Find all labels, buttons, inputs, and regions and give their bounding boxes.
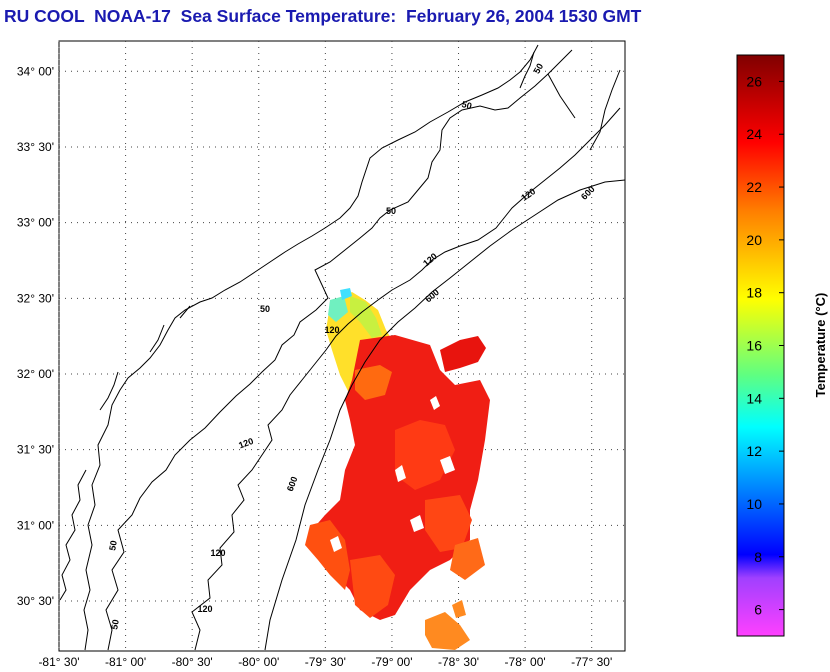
- colorbar-tick-label: 24: [746, 126, 762, 142]
- barrier-islands: [59, 51, 621, 601]
- colorbar-tick-label: 18: [746, 285, 762, 301]
- lat-tick-label: 33° 00': [17, 216, 54, 230]
- isobath-50: [105, 49, 576, 651]
- isobath-label: 50: [107, 540, 119, 552]
- lon-tick-label: -80° 30': [172, 655, 213, 669]
- lat-tick-label: 32° 00': [17, 367, 54, 381]
- lon-tick-label: -79° 30': [305, 655, 346, 669]
- colorbar-ticks: 6 8 10 12 14 16 18 20 22 24 26: [746, 73, 784, 618]
- colorbar-tick-label: 12: [746, 443, 762, 459]
- colorbar-tick-label: 26: [746, 73, 762, 89]
- lon-tick-label: -80° 00': [238, 655, 279, 669]
- lat-tick-label: 32° 30': [17, 291, 54, 305]
- lat-tick-label: 31° 00': [17, 518, 54, 532]
- isobath-120: [191, 107, 621, 651]
- sst-data-field: [305, 288, 490, 650]
- coastline: [83, 44, 539, 651]
- lon-tick-label: -78° 00': [505, 655, 546, 669]
- lon-tick-label: -81° 30': [38, 655, 79, 669]
- colorbar-tick-label: 10: [746, 496, 762, 512]
- lon-tick-label: -81° 00': [105, 655, 146, 669]
- isobath-label: 50: [260, 304, 270, 314]
- colorbar-tick-label: 20: [746, 232, 762, 248]
- lat-tick-label: 30° 30': [17, 594, 54, 608]
- isobath-label: 50: [109, 619, 121, 631]
- colorbar-tick-label: 14: [746, 390, 762, 406]
- isobath-label: 50: [532, 62, 546, 76]
- lat-tick-label: 31° 30': [17, 443, 54, 457]
- colorbar-tick-label: 6: [754, 602, 762, 618]
- colorbar: [736, 54, 785, 637]
- colorbar-tick-label: 16: [746, 338, 762, 354]
- lon-tick-label: -79° 00': [371, 655, 412, 669]
- isobath-label: 120: [210, 548, 225, 558]
- isobath-label: 50: [461, 99, 473, 111]
- colorbar-tick-label: 22: [746, 179, 762, 195]
- lat-tick-label: 34° 00': [17, 64, 54, 78]
- lon-tick-label: -78° 30': [438, 655, 479, 669]
- longitude-labels: -81° 30' -81° 00' -80° 30' -80° 00' -79° 30'…: [38, 655, 612, 669]
- isobath-label: 120: [197, 604, 212, 614]
- colorbar-title: Temperature (°C): [813, 293, 828, 398]
- latitude-labels: 34° 00' 33° 30' 33° 00' 32° 30' 32° 00' 31° 3…: [17, 64, 54, 608]
- map-title: RU COOL NOAA-17 Sea Surface Temperature:…: [4, 6, 642, 26]
- isobath-label: 120: [237, 436, 255, 451]
- isobath-600: [264, 179, 625, 651]
- isobath-label: 120: [324, 325, 339, 335]
- isobath-label: 50: [386, 206, 396, 216]
- isobath-label: 600: [285, 475, 300, 493]
- lat-tick-label: 33° 30': [17, 140, 54, 154]
- colorbar-tick-label: 8: [754, 549, 762, 565]
- lon-tick-label: -77° 30': [571, 655, 612, 669]
